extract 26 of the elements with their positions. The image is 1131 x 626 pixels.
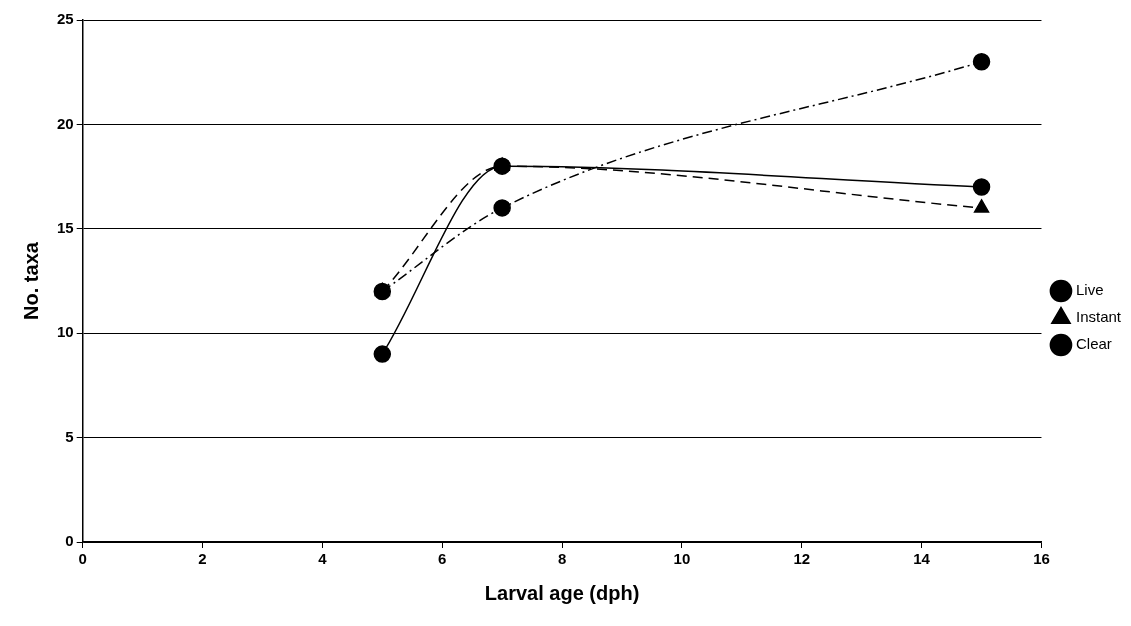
x-tick-label: 10	[673, 550, 691, 568]
y-tick-label: 20	[57, 114, 74, 132]
x-tick-label: 6	[438, 550, 447, 568]
y-tick-label: 5	[65, 427, 74, 445]
y-tick-label: 25	[57, 10, 74, 28]
x-tick-label: 16	[1033, 550, 1050, 568]
y-tick-label: 15	[57, 218, 74, 236]
point	[972, 178, 991, 196]
x-tick-label: 8	[557, 550, 567, 568]
x-tick-label: 4	[318, 550, 328, 568]
x-tick-label: 12	[793, 550, 811, 568]
legend-label: Live	[1075, 281, 1104, 299]
y-tick-label: 0	[65, 532, 74, 550]
legend-label: Clear	[1075, 335, 1112, 353]
x-tick-label: 14	[913, 550, 931, 568]
point	[373, 345, 392, 363]
point	[973, 199, 990, 213]
legend-label: Instant	[1075, 308, 1122, 326]
x-tick-label: 0	[78, 550, 87, 568]
x-tick-label: 2	[198, 550, 207, 568]
point	[972, 53, 991, 71]
point	[493, 199, 511, 217]
y-tick-label: 10	[57, 323, 74, 341]
point	[373, 282, 392, 301]
y-axis-title: No. taxa	[19, 241, 42, 320]
x-axis-title: Larval age (dph)	[484, 581, 640, 604]
